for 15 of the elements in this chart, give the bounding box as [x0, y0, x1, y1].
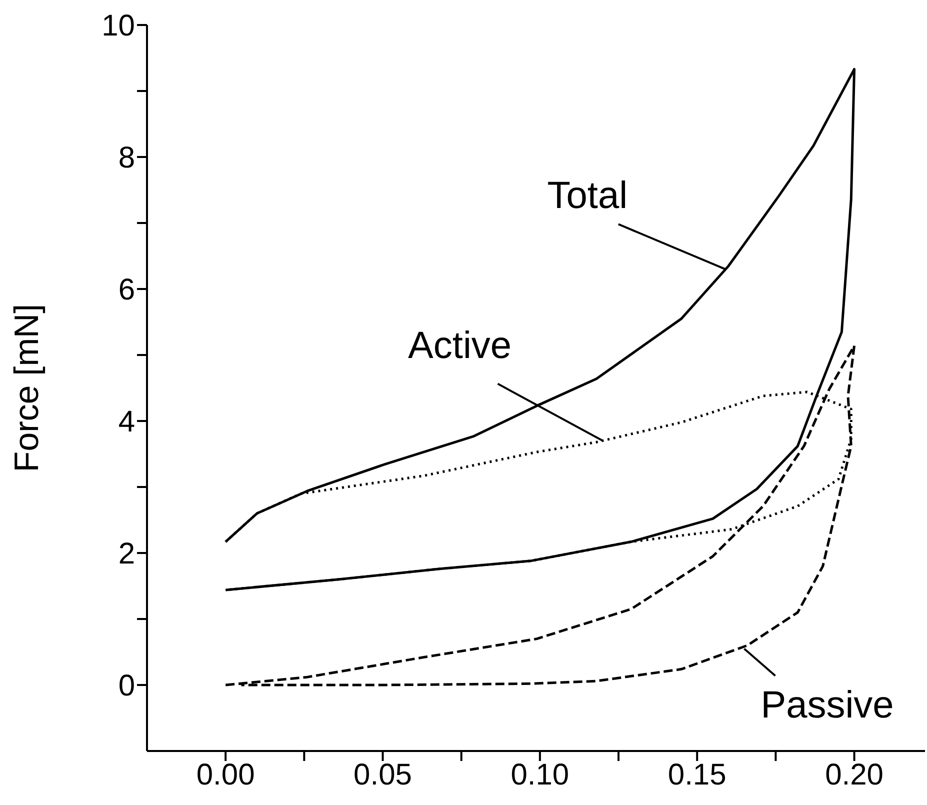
y-axis-title: Force [mN] [8, 304, 46, 472]
annotation: Passive [760, 684, 894, 727]
x-tick-label: 0.10 [510, 758, 570, 792]
y-tick-label: 10 [102, 10, 135, 43]
y-tick-label: 6 [118, 274, 135, 307]
x-tick-label: 0.20 [825, 758, 884, 792]
x-tick-label: 0.15 [668, 758, 726, 792]
y-tick-label: 0 [118, 670, 135, 703]
x-tick-label: 0.05 [354, 758, 412, 792]
x-tick-label: 0.00 [196, 758, 255, 792]
y-tick-label: 8 [118, 142, 135, 175]
annotation: Active [408, 324, 512, 367]
y-tick-label: 2 [118, 538, 135, 571]
y-tick-label: 4 [118, 406, 135, 439]
annotation: Total [547, 175, 628, 218]
